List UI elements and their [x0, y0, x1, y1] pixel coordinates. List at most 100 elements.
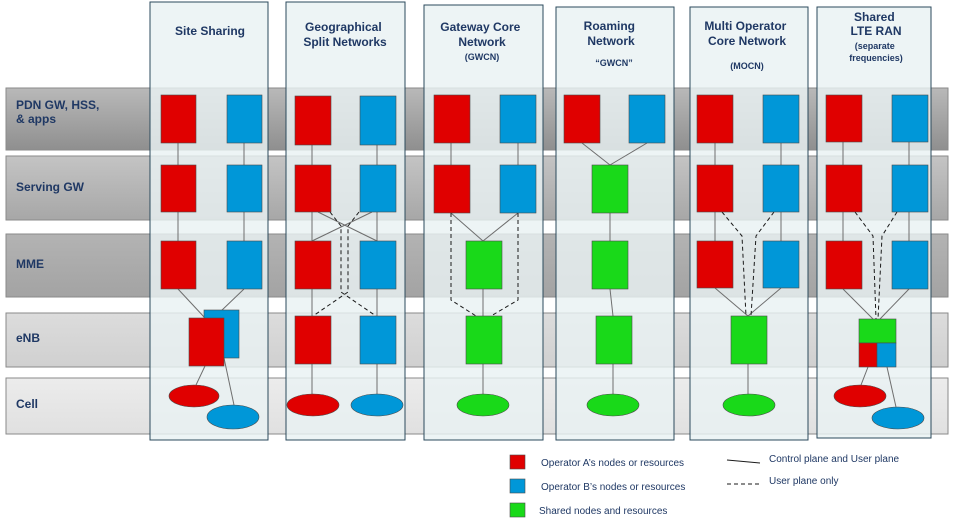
column-title-roaming: Roaming Network: [584, 19, 639, 48]
shared-mme-node: [465, 240, 503, 290]
connector-line: [842, 288, 874, 320]
operator-a-pdn-node: [825, 94, 863, 143]
dashed-connector-line: [750, 211, 775, 317]
row-label-mme: MME: [16, 257, 44, 271]
operator-a-pdn-node: [563, 94, 601, 144]
operator-b-sgw-node: [499, 164, 537, 214]
column-subtitle-roaming: “GWCN”: [595, 58, 633, 68]
operator-a-sgw-node: [160, 164, 197, 213]
operator-b-mme-node: [226, 240, 263, 290]
operator-b-sgw-node: [226, 164, 263, 213]
legend-solid-line: [726, 459, 761, 464]
column-panel-shared-ran: [816, 6, 932, 439]
column-subtitle-shared-ran-line-1: (separate: [855, 41, 895, 51]
column-subtitle-gwcn: (GWCN): [465, 52, 500, 62]
column-title-shared-ran: Shared LTE RAN: [850, 10, 901, 38]
column-panel-geo-split: [285, 1, 406, 441]
dashed-connector-line: [877, 211, 898, 320]
column-title-roaming-line-1: Roaming: [584, 19, 635, 33]
connector-lines: [177, 142, 910, 408]
legend-label-shared: Shared nodes and resources: [539, 506, 667, 517]
operator-a-cell: [833, 384, 887, 408]
column-subtitle-shared-ran-line-2: frequencies): [849, 53, 903, 63]
operator-b-pdn-node: [226, 94, 263, 144]
column-title-mocn-line-2: Core Network: [708, 34, 786, 48]
column-titles: Site Sharing Geographical Split Networks…: [175, 10, 903, 71]
legend-swatch-operator-b: [509, 478, 526, 494]
operator-b-sgw-node: [762, 164, 800, 213]
row-labels: PDN GW, HSS, & apps Serving GW MME eNB C…: [16, 98, 103, 411]
connector-line: [482, 212, 519, 242]
row-label-pdn: PDN GW, HSS, & apps: [16, 98, 103, 126]
operator-b-pdn-node: [359, 95, 397, 146]
operator-b-cell: [206, 404, 260, 430]
column-subtitle-shared-ran: (separate frequencies): [849, 41, 903, 63]
connector-line: [860, 366, 869, 386]
dashed-connector-line: [329, 211, 377, 317]
operator-b-cell: [350, 393, 404, 417]
column-title-gwcn: Gateway Core Network: [440, 20, 523, 49]
shared-enb-node: [465, 315, 503, 365]
shared-sgw-node: [591, 164, 629, 214]
operator-a-mme-node: [160, 240, 197, 290]
shared-enb-node: [858, 318, 897, 344]
shared-cell: [456, 393, 510, 417]
column-title-geo-split-line-1: Geographical: [305, 20, 382, 34]
connector-line: [317, 211, 378, 242]
connector-line: [219, 288, 245, 313]
shared-enb-node: [730, 315, 768, 365]
shared-cell: [722, 393, 776, 417]
operator-a-sgw-node: [825, 164, 863, 213]
operator-b-sgw-node: [891, 164, 929, 213]
operator-a-enb-node: [294, 315, 332, 365]
operator-b-sgw-node: [359, 164, 397, 213]
operator-b-enb-node: [359, 315, 397, 365]
operator-a-cell: [168, 384, 220, 408]
connector-line: [714, 287, 749, 317]
operator-a-pdn-node: [294, 95, 332, 146]
column-panel-site-sharing: [149, 1, 269, 441]
connector-line: [747, 287, 782, 317]
connector-line: [886, 366, 897, 408]
operator-b-pdn-node: [628, 94, 666, 144]
connector-line: [195, 365, 206, 386]
operator-b-enb-carrier: [876, 342, 897, 368]
column-title-site-sharing: Site Sharing: [175, 24, 245, 38]
column-title-geo-split: Geographical Split Networks: [303, 20, 387, 49]
operator-b-mme-node: [891, 240, 929, 290]
legend-label-operator-b: Operator B’s nodes or resources: [541, 482, 685, 493]
legend-label-operator-a: Operator A’s nodes or resources: [541, 458, 684, 469]
column-title-geo-split-line-2: Split Networks: [303, 35, 387, 49]
operator-b-mme-node: [359, 240, 397, 290]
legend-label-dashed-line: User plane only: [769, 476, 838, 487]
legend-swatch-operator-a: [509, 454, 526, 470]
shared-cell: [586, 393, 640, 417]
dashed-connector-line: [450, 213, 477, 317]
operator-a-mme-node: [294, 240, 332, 290]
column-title-shared-ran-line-1: Shared: [854, 10, 895, 24]
connector-line: [177, 288, 206, 319]
connector-line: [581, 142, 611, 166]
column-title-gwcn-line-2: Network: [458, 35, 506, 49]
column-title-mocn-line-1: Multi Operator: [704, 19, 786, 33]
row-label-sgw: Serving GW: [16, 180, 85, 194]
operator-a-enb-carrier: [858, 342, 878, 368]
column-title-mocn: Multi Operator Core Network: [704, 19, 789, 48]
operator-a-sgw-node: [696, 164, 734, 213]
operator-a-pdn-node: [433, 94, 471, 144]
connector-line: [879, 288, 910, 320]
connector-line: [609, 288, 614, 317]
operator-a-mme-node: [825, 240, 863, 290]
row-label-enb: eNB: [16, 331, 40, 345]
legend: Operator A’s nodes or resources Operator…: [509, 454, 900, 518]
operator-a-cell: [286, 393, 340, 417]
operator-a-sgw-node: [433, 164, 471, 214]
operator-b-cell: [871, 406, 925, 430]
network-nodes: [160, 94, 929, 430]
row-label-pdn-line-2: & apps: [16, 112, 56, 126]
shared-mme-node: [591, 240, 629, 290]
operator-b-mme-node: [762, 240, 800, 289]
dashed-connector-line: [490, 213, 519, 317]
operator-a-mme-node: [696, 240, 734, 289]
